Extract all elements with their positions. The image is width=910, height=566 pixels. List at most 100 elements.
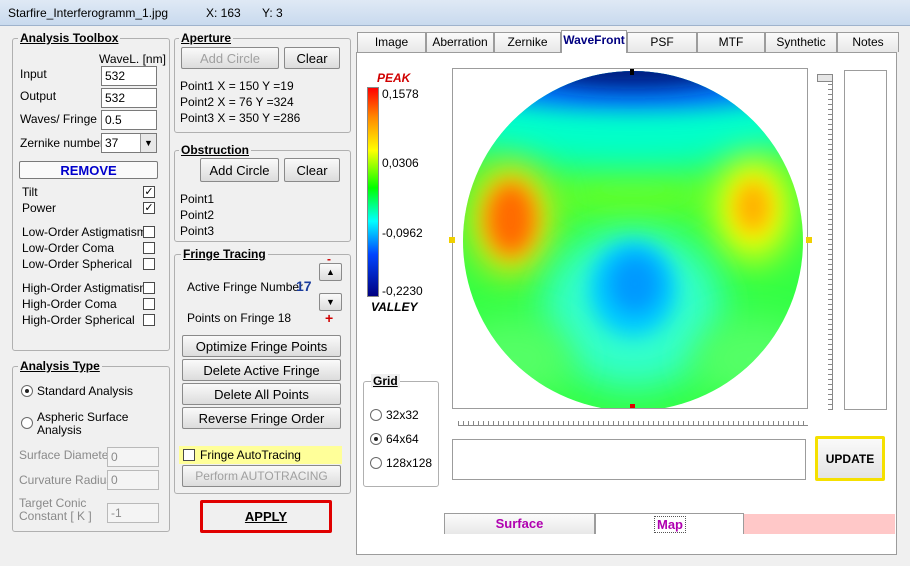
remove-button[interactable]: REMOVE [19, 161, 158, 179]
grid-128-label: 128x128 [386, 456, 433, 470]
map-bottom-marker [630, 404, 635, 408]
aspheric-analysis-radio[interactable] [21, 417, 33, 429]
zernike-number-select[interactable]: 37 ▼ [101, 133, 157, 153]
fringe-plus-label: + [325, 310, 334, 326]
term-checkbox[interactable] [143, 258, 155, 270]
term-checkbox[interactable] [143, 282, 155, 294]
surface-diameter-label: Surface Diameter [19, 448, 113, 462]
map-left-marker [449, 237, 455, 243]
zernike-number-value: 37 [105, 136, 119, 150]
x-coordinate: X: 163 [206, 6, 241, 20]
obstruction-clear-button[interactable]: Clear [284, 158, 340, 182]
grid-32-radio[interactable] [370, 409, 382, 421]
apply-button[interactable]: APPLY [200, 500, 332, 533]
horizontal-slider[interactable] [458, 412, 808, 426]
window-title: Starfire_Interferogramm_1.jpg [8, 6, 169, 20]
chevron-down-icon[interactable]: ▼ [140, 134, 156, 152]
optimize-fringe-points-button[interactable]: Optimize Fringe Points [182, 335, 341, 357]
grid-128-radio[interactable] [370, 457, 382, 469]
surface-tab[interactable]: Surface [444, 513, 595, 534]
analysis-type-title: Analysis Type [18, 359, 102, 373]
tab-wavefront[interactable]: WaveFront [561, 30, 627, 53]
fringe-down-button[interactable]: ▼ [319, 293, 342, 311]
points-on-fringe-label: Points on Fringe 18 [187, 311, 292, 325]
y-coordinate: Y: 3 [262, 6, 283, 20]
obstruction-point3: Point3 [180, 224, 215, 238]
term-checkbox[interactable] [143, 242, 155, 254]
obstruction-group [174, 150, 351, 242]
output-label: Output [20, 89, 57, 103]
tab-synthetic[interactable]: Synthetic [765, 32, 837, 52]
aperture-add-circle-button[interactable]: Add Circle [181, 47, 279, 69]
tab-psf[interactable]: PSF [627, 32, 697, 52]
aperture-point1: Point1 X = 150 Y =19 [180, 79, 294, 93]
tab-image[interactable]: Image [357, 32, 426, 52]
fringe-up-button[interactable]: ▲ [319, 263, 342, 281]
vertical-slider[interactable] [819, 74, 833, 410]
fringe-tracing-title: Fringe Tracing [181, 247, 268, 261]
target-conic-label-2: Constant [ K ] [19, 509, 92, 523]
term-label: Power [22, 201, 57, 215]
aperture-title: Aperture [179, 31, 234, 45]
map-tab[interactable]: Map [595, 513, 744, 534]
standard-analysis-label: Standard Analysis [37, 384, 134, 398]
aperture-point2: Point2 X = 76 Y =324 [180, 95, 294, 109]
scale-peak-label: PEAK [377, 71, 411, 85]
obstruction-add-circle-button[interactable]: Add Circle [200, 158, 279, 182]
scale-value-4: -0,2230 [382, 284, 423, 298]
obstruction-title: Obstruction [179, 143, 251, 157]
term-checkbox[interactable]: ✓ [143, 186, 155, 198]
map-tab-label: Map [654, 516, 686, 533]
surface-diameter-field[interactable]: 0 [107, 447, 159, 467]
autotracing-highlight [179, 446, 342, 464]
output-wavelength-field[interactable]: 532 [101, 88, 157, 108]
tab-aberration[interactable]: Aberration [426, 32, 494, 52]
grid-32-label: 32x32 [386, 408, 419, 422]
term-checkbox[interactable]: ✓ [143, 202, 155, 214]
perform-autotracing-button[interactable]: Perform AUTOTRACING [182, 465, 341, 487]
term-checkbox[interactable] [143, 226, 155, 238]
active-fringe-label: Active Fringe Number [187, 280, 304, 294]
aperture-group [174, 38, 351, 133]
aperture-point3: Point3 X = 350 Y =286 [180, 111, 301, 125]
term-checkbox[interactable] [143, 314, 155, 326]
obstruction-point1: Point1 [180, 192, 215, 206]
input-wavelength-field[interactable]: 532 [101, 66, 157, 86]
scale-valley-label: VALLEY [371, 300, 418, 314]
standard-analysis-radio[interactable] [21, 385, 33, 397]
delete-all-points-button[interactable]: Delete All Points [182, 383, 341, 405]
term-checkbox[interactable] [143, 298, 155, 310]
vertical-slider-thumb[interactable] [817, 74, 833, 82]
curvature-radius-field[interactable]: 0 [107, 470, 159, 490]
waves-fringe-label: Waves/ Fringe [20, 112, 97, 126]
tab-zernike[interactable]: Zernike [494, 32, 561, 52]
tab-notes[interactable]: Notes [837, 32, 899, 52]
grid-64-label: 64x64 [386, 432, 419, 446]
bottom-status-strip [744, 514, 895, 534]
grid-group [363, 381, 439, 487]
fringe-minus-label: - [327, 252, 331, 266]
target-conic-field[interactable]: -1 [107, 503, 159, 523]
side-display-box [844, 70, 887, 410]
reverse-fringe-order-button[interactable]: Reverse Fringe Order [182, 407, 341, 429]
analysis-toolbox-title: Analysis Toolbox [18, 31, 121, 45]
scale-value-2: 0,0306 [382, 156, 419, 170]
delete-active-fringe-button[interactable]: Delete Active Fringe [182, 359, 341, 381]
aperture-clear-button[interactable]: Clear [284, 47, 340, 69]
color-scale-bar [367, 87, 379, 297]
title-bar: Starfire_Interferogramm_1.jpg X: 163 Y: … [0, 0, 910, 26]
wavefront-map-frame [452, 68, 808, 409]
obstruction-point2: Point2 [180, 208, 215, 222]
update-button[interactable]: UPDATE [815, 436, 885, 481]
active-fringe-number: 17 [296, 278, 312, 294]
term-label: High-Order Spherical [22, 313, 135, 327]
output-textbox[interactable] [452, 439, 806, 480]
term-label: Low-Order Coma [22, 241, 115, 255]
term-label: Tilt [22, 185, 38, 199]
grid-64-radio[interactable] [370, 433, 382, 445]
waves-fringe-field[interactable]: 0.5 [101, 110, 157, 130]
wavefront-map[interactable] [453, 69, 807, 408]
fringe-autotracing-checkbox[interactable] [183, 449, 195, 461]
tab-mtf[interactable]: MTF [697, 32, 765, 52]
scale-value-3: -0,0962 [382, 226, 423, 240]
